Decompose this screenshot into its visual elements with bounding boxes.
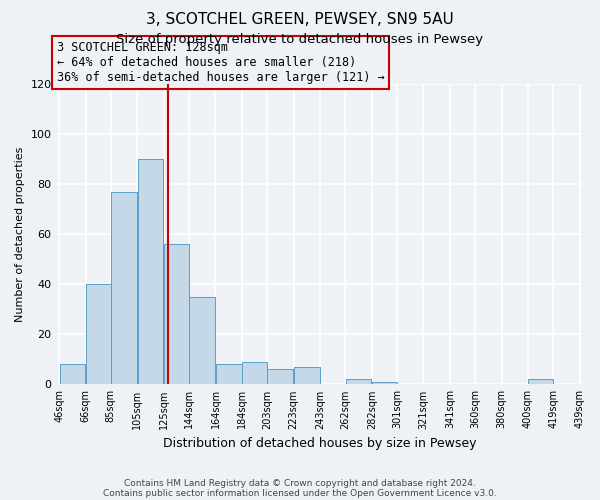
Bar bbox=[268, 370, 293, 384]
Y-axis label: Number of detached properties: Number of detached properties bbox=[15, 146, 25, 322]
Bar bbox=[372, 382, 397, 384]
Bar bbox=[86, 284, 110, 384]
Bar bbox=[346, 380, 371, 384]
Bar bbox=[164, 244, 188, 384]
Text: Contains HM Land Registry data © Crown copyright and database right 2024.: Contains HM Land Registry data © Crown c… bbox=[124, 478, 476, 488]
Bar bbox=[111, 192, 137, 384]
Bar bbox=[137, 159, 163, 384]
Text: 3 SCOTCHEL GREEN: 128sqm
← 64% of detached houses are smaller (218)
36% of semi-: 3 SCOTCHEL GREEN: 128sqm ← 64% of detach… bbox=[56, 41, 384, 84]
Bar bbox=[216, 364, 242, 384]
X-axis label: Distribution of detached houses by size in Pewsey: Distribution of detached houses by size … bbox=[163, 437, 476, 450]
Text: 3, SCOTCHEL GREEN, PEWSEY, SN9 5AU: 3, SCOTCHEL GREEN, PEWSEY, SN9 5AU bbox=[146, 12, 454, 28]
Text: Size of property relative to detached houses in Pewsey: Size of property relative to detached ho… bbox=[116, 32, 484, 46]
Bar bbox=[190, 297, 215, 384]
Bar bbox=[59, 364, 85, 384]
Bar bbox=[529, 380, 553, 384]
Text: Contains public sector information licensed under the Open Government Licence v3: Contains public sector information licen… bbox=[103, 488, 497, 498]
Bar bbox=[294, 367, 320, 384]
Bar bbox=[242, 362, 267, 384]
